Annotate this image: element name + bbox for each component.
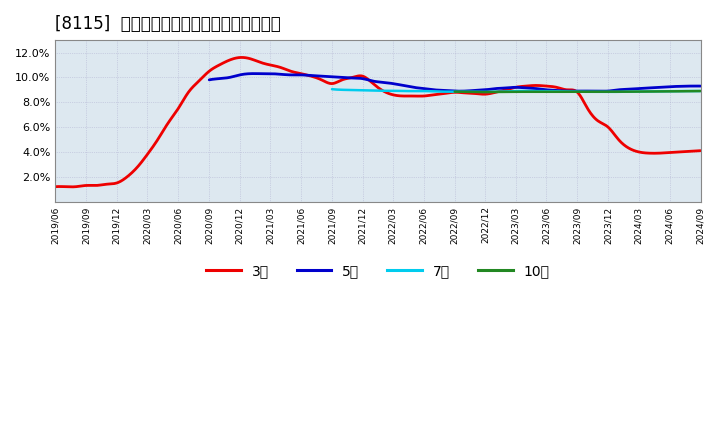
Legend: 3年, 5年, 7年, 10年: 3年, 5年, 7年, 10年 — [200, 258, 555, 283]
Text: [8115]  経常利益マージンの標準偏差の推移: [8115] 経常利益マージンの標準偏差の推移 — [55, 15, 281, 33]
